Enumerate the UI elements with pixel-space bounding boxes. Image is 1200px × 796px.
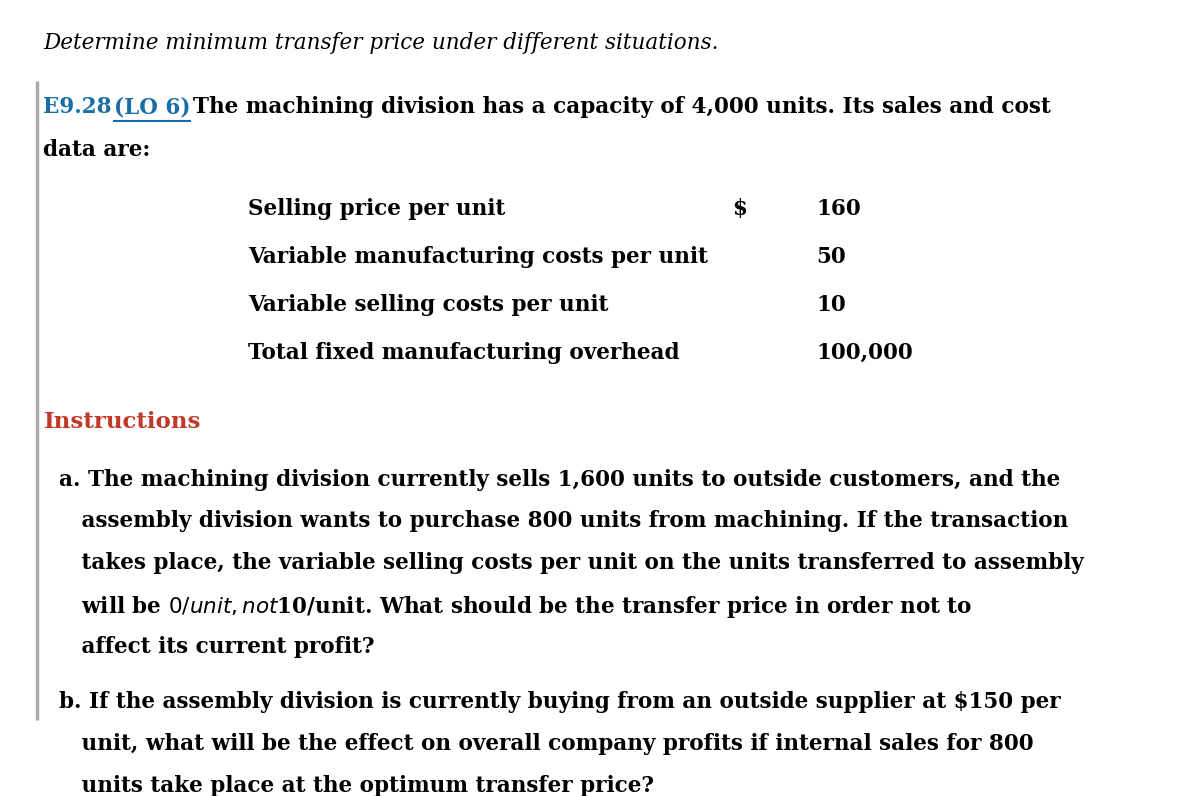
Text: b. If the assembly division is currently buying from an outside supplier at $150: b. If the assembly division is currently… — [59, 692, 1061, 713]
Text: 100,000: 100,000 — [816, 342, 913, 365]
Text: Instructions: Instructions — [43, 412, 200, 434]
Text: 160: 160 — [816, 198, 860, 220]
Text: The machining division has a capacity of 4,000 units. Its sales and cost: The machining division has a capacity of… — [193, 96, 1050, 119]
Text: Variable manufacturing costs per unit: Variable manufacturing costs per unit — [248, 247, 708, 268]
Text: takes place, the variable selling costs per unit on the units transferred to ass: takes place, the variable selling costs … — [59, 552, 1084, 574]
Text: a. The machining division currently sells 1,600 units to outside customers, and : a. The machining division currently sell… — [59, 469, 1061, 490]
Text: Determine minimum transfer price under different situations.: Determine minimum transfer price under d… — [43, 32, 719, 54]
Text: affect its current profit?: affect its current profit? — [59, 636, 374, 658]
Text: $: $ — [732, 198, 746, 220]
Text: units take place at the optimum transfer price?: units take place at the optimum transfer… — [59, 775, 654, 796]
Text: unit, what will be the effect on overall company profits if internal sales for 8: unit, what will be the effect on overall… — [59, 733, 1034, 755]
Text: 50: 50 — [816, 247, 846, 268]
Text: E9.28: E9.28 — [43, 96, 112, 119]
Text: Total fixed manufacturing overhead: Total fixed manufacturing overhead — [248, 342, 680, 365]
Text: assembly division wants to purchase 800 units from machining. If the transaction: assembly division wants to purchase 800 … — [59, 510, 1068, 533]
Text: (LO 6): (LO 6) — [114, 96, 191, 119]
Text: Variable selling costs per unit: Variable selling costs per unit — [248, 295, 608, 316]
Text: will be $0/unit, not $10/unit. What should be the transfer price in order not to: will be $0/unit, not $10/unit. What shou… — [59, 594, 972, 620]
Text: data are:: data are: — [43, 139, 151, 161]
Text: Selling price per unit: Selling price per unit — [248, 198, 505, 220]
Text: 10: 10 — [816, 295, 846, 316]
